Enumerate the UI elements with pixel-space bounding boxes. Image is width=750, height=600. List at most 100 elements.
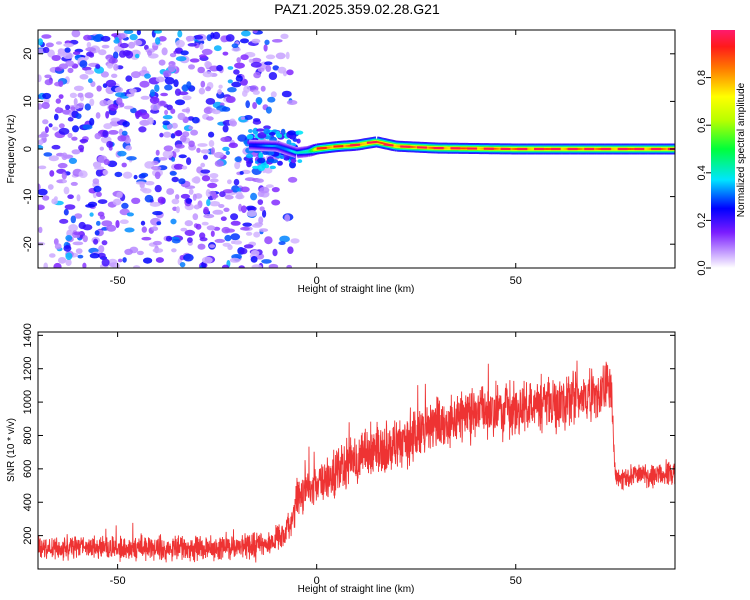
- noise-blob: [110, 117, 121, 122]
- noise-blob: [158, 157, 168, 161]
- noise-blob: [58, 80, 64, 87]
- noise-blob: [240, 116, 246, 120]
- noise-blob: [201, 256, 213, 264]
- noise-blob: [162, 115, 173, 120]
- noise-blob: [171, 157, 176, 162]
- noise-blob: [73, 85, 84, 92]
- noise-blob: [243, 244, 254, 249]
- noise-blob: [162, 70, 172, 78]
- noise-blob: [188, 126, 194, 130]
- noise-blob: [49, 253, 56, 258]
- noise-blob: [218, 84, 223, 89]
- noise-blob: [253, 231, 261, 238]
- noise-blob: [165, 235, 173, 242]
- noise-blob: [214, 160, 224, 167]
- noise-blob: [170, 133, 176, 139]
- noise-blob: [230, 233, 241, 241]
- noise-blob: [216, 64, 224, 72]
- noise-blob: [223, 207, 230, 212]
- noise-blob: [234, 156, 242, 163]
- noise-blob: [42, 46, 50, 54]
- noise-blob: [228, 142, 238, 149]
- noise-blob: [73, 98, 78, 106]
- noise-blob: [263, 164, 270, 169]
- noise-blob: [199, 54, 207, 58]
- noise-blob: [150, 103, 160, 111]
- noise-blob: [63, 186, 70, 195]
- noise-blob: [140, 95, 150, 100]
- noise-blob: [199, 237, 208, 242]
- noise-blob: [180, 50, 189, 56]
- noise-blob: [112, 198, 122, 206]
- noise-blob: [219, 191, 226, 198]
- noise-blob: [154, 171, 161, 180]
- noise-blob: [155, 257, 164, 263]
- noise-blob: [290, 238, 300, 244]
- noise-blob: [238, 265, 245, 268]
- noise-blob: [38, 103, 43, 110]
- noise-blob: [198, 87, 206, 95]
- noise-blob: [222, 189, 234, 194]
- noise-blob: [236, 57, 241, 63]
- ridge-peak: [366, 140, 377, 144]
- noise-blob: [188, 188, 194, 195]
- noise-blob: [222, 51, 229, 56]
- noise-blob: [252, 30, 258, 34]
- noise-blob: [71, 149, 81, 155]
- noise-blob: [253, 71, 261, 79]
- noise-blob: [114, 171, 123, 178]
- noise-blob: [158, 100, 167, 107]
- noise-blob: [252, 165, 260, 170]
- noise-blob: [82, 235, 88, 243]
- noise-blob: [201, 48, 213, 56]
- noise-blob: [190, 129, 199, 136]
- noise-blob: [77, 92, 84, 98]
- noise-blob: [88, 52, 95, 58]
- noise-blob: [65, 252, 73, 260]
- noise-blob: [95, 64, 101, 69]
- noise-blob: [205, 189, 211, 198]
- noise-blob: [225, 34, 235, 42]
- noise-blob: [103, 123, 113, 130]
- noise-blob: [267, 158, 275, 163]
- noise-blob: [257, 132, 267, 139]
- noise-blob: [231, 43, 239, 48]
- noise-blob: [269, 165, 276, 170]
- noise-blob: [251, 223, 262, 228]
- noise-blob: [67, 132, 73, 139]
- noise-blob: [163, 145, 174, 152]
- noise-blob: [235, 75, 243, 82]
- chart-title: PAZ1.2025.359.02.28.G21: [274, 1, 440, 17]
- noise-blob: [211, 109, 221, 115]
- noise-blob: [84, 92, 94, 99]
- noise-blob: [177, 112, 186, 121]
- noise-blob: [38, 38, 44, 46]
- noise-blob: [240, 186, 250, 193]
- noise-blob: [92, 178, 100, 185]
- noise-blob: [240, 54, 249, 61]
- noise-blob: [242, 90, 248, 97]
- noise-blob: [74, 213, 83, 219]
- noise-blob: [241, 30, 251, 37]
- noise-blob: [143, 257, 153, 264]
- noise-blob: [217, 89, 223, 95]
- noise-blob: [149, 96, 160, 105]
- noise-blob: [147, 50, 152, 56]
- noise-blob: [267, 96, 276, 103]
- noise-blob: [213, 45, 222, 52]
- y-tick-label: 600: [22, 460, 34, 478]
- noise-blob: [71, 136, 78, 141]
- noise-blob: [186, 157, 192, 166]
- noise-blob: [64, 47, 71, 53]
- noise-blob: [133, 39, 143, 46]
- noise-blob: [214, 238, 226, 243]
- noise-blob: [193, 35, 204, 40]
- noise-blob: [275, 52, 286, 60]
- noise-blob: [169, 53, 177, 58]
- noise-blob: [240, 226, 250, 231]
- noise-blob: [173, 79, 179, 88]
- noise-blob: [38, 74, 42, 83]
- noise-blob: [70, 106, 76, 112]
- spectrogram-panel: -50 0 50 -20 -10 0 10 20 Height of straight lin…: [6, 29, 676, 295]
- x-tick-label: -50: [110, 275, 126, 287]
